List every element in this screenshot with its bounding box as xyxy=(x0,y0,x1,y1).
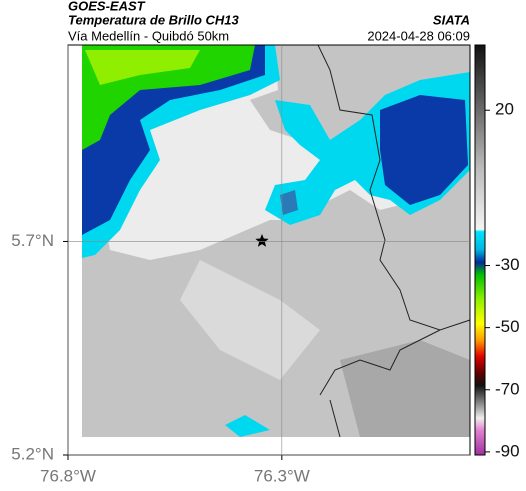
x-tick-label: 76.3°W xyxy=(254,466,310,485)
colorbar-label: -50 xyxy=(495,317,520,336)
source: SIATA xyxy=(433,12,470,27)
location-star xyxy=(255,234,269,247)
colorbar xyxy=(474,44,486,456)
y-tick-label: 5.2°N xyxy=(11,444,54,463)
y-tick-label: 5.7°N xyxy=(11,231,54,250)
borders xyxy=(317,44,471,438)
x-tick-label: 76.8°W xyxy=(40,466,96,485)
colorbar-label: -90 xyxy=(495,441,520,460)
region: Vía Medellín - Quibdó 50km xyxy=(68,28,229,43)
product: Temperatura de Brillo CH13 xyxy=(68,12,240,27)
colorbar-label: -30 xyxy=(495,255,520,274)
datetime: 2024-04-28 06:09 xyxy=(367,28,470,43)
satellite: GOES-EAST xyxy=(68,0,146,13)
colorbar-label: -70 xyxy=(495,379,520,398)
colorbar-label: 20 xyxy=(495,100,514,119)
imagery xyxy=(82,45,470,437)
